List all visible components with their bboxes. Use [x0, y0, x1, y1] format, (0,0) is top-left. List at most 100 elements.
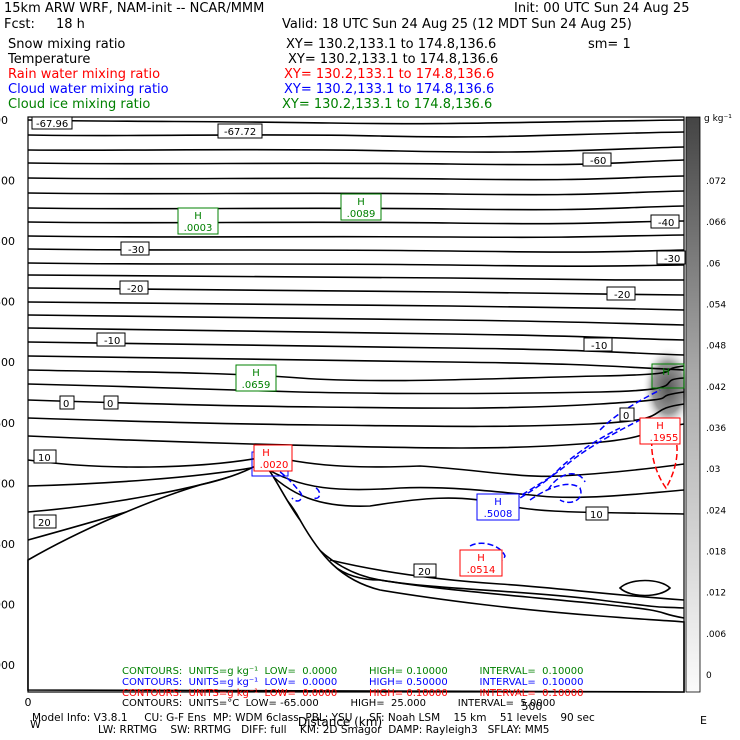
y-tick-label: 300 [0, 235, 15, 248]
colorbar-tick-label: .048 [706, 342, 726, 352]
svg-text:0: 0 [63, 399, 69, 410]
isotherm-label: 0 [59, 395, 75, 410]
isotherm-line [27, 131, 685, 138]
colorbar-tick-label: .054 [706, 301, 726, 311]
svg-text:H: H [262, 448, 270, 459]
isotherm-label: 20 [33, 514, 57, 529]
isotherm-label: -30 [656, 250, 686, 265]
isotherm-labels: -67.96 -67.72 -60 -40 -30 -30 -20 -20 -1… [31, 116, 686, 578]
svg-text:H: H [252, 368, 260, 379]
terrain [27, 461, 685, 693]
isotherm-line [27, 274, 685, 281]
isotherm-line [27, 455, 685, 478]
isotherm-label: 0 [103, 395, 119, 410]
x-tick-500: 500 [522, 700, 543, 713]
isotherm-label: -20 [119, 280, 149, 295]
contour-info-rain: CONTOURS: UNITS=g kg⁻¹ LOW= 0.0000 HIGH=… [122, 688, 584, 699]
field-temperature-name: Temperature [8, 52, 91, 67]
isotherm-label: -30 [120, 241, 150, 256]
svg-text:.0659: .0659 [242, 380, 271, 391]
field-cloudice-name: Cloud ice mixing ratio [8, 97, 151, 112]
high-markers: H.0003 H.0089 H.0659 H H.5008 H.1955 H.0… [177, 193, 685, 577]
field-rain-name: Rain water mixing ratio [8, 67, 161, 82]
valid-time: Valid: 18 UTC Sun 24 Aug 25 (12 MDT Sun … [282, 17, 632, 32]
field-cloudwater-name: Cloud water mixing ratio [8, 82, 169, 97]
svg-text:H: H [194, 211, 202, 222]
svg-text:H: H [662, 367, 670, 378]
isotherm-line [27, 220, 685, 225]
svg-text:H: H [494, 497, 502, 508]
isotherm-line [27, 146, 685, 153]
colorbar-tick-label: .03 [706, 465, 720, 475]
high-marker-cloud-ice: H [651, 363, 685, 389]
isotherm-line [27, 262, 685, 267]
svg-text:10: 10 [38, 453, 51, 464]
y-tick-label: 00 [0, 114, 8, 127]
contour-info-cloud-ice: CONTOURS: UNITS=g kg⁻¹ LOW= 0.0000 HIGH=… [122, 666, 584, 677]
svg-text:-10: -10 [591, 341, 607, 352]
svg-text:20: 20 [38, 518, 51, 529]
contour-info-cloud-water: CONTOURS: UNITS=g kg⁻¹ LOW= 0.0000 HIGH=… [122, 677, 584, 688]
svg-text:.0089: .0089 [347, 209, 376, 220]
isotherm-label: -67.96 [31, 116, 73, 130]
x-tick-0: 0 [25, 696, 32, 709]
isotherm-line [27, 423, 685, 449]
field-temperature-xy: XY= 130.2,133.1 to 174.8,136.6 [288, 52, 499, 67]
cloud-water-contour [547, 473, 586, 491]
model-title: 15km ARW WRF, NAM-init -- NCAR/MMM [4, 1, 265, 16]
isotherm-label: -40 [650, 214, 680, 229]
isotherm-line [27, 365, 685, 382]
isotherm-line [27, 234, 685, 239]
svg-text:H: H [477, 553, 485, 564]
high-marker-cloud-ice: H.0659 [235, 364, 277, 392]
svg-text:20: 20 [418, 567, 431, 578]
svg-text:-10: -10 [104, 336, 120, 347]
y-tick-label: 200 [0, 175, 15, 188]
isotherm-label: -10 [96, 332, 126, 347]
isotherm-line [618, 579, 672, 597]
model-info-line2: LW: RRTMG SW: RRTMG DIFF: full KM: 2D Sm… [98, 724, 550, 736]
high-marker-rain: H.1955 [639, 417, 681, 445]
isotherm-line [27, 175, 685, 181]
cloud-water-contour [313, 487, 321, 500]
y-tick-label: 700 [0, 477, 15, 490]
isotherm-line [27, 327, 685, 341]
isotherm-line [27, 403, 685, 428]
colorbar-tick-label: .042 [706, 383, 726, 393]
y-tick-label: 600 [0, 417, 15, 430]
svg-text:-30: -30 [664, 254, 680, 265]
colorbar-tick-label: .06 [706, 259, 721, 269]
colorbar-tick-label: .018 [706, 548, 726, 558]
isotherm-line [27, 391, 685, 409]
svg-text:.0020: .0020 [260, 460, 289, 471]
colorbar-tick-label: .066 [706, 218, 726, 228]
y-tick-label: 900 [0, 598, 15, 611]
svg-text:-20: -20 [614, 290, 630, 301]
svg-text:0: 0 [107, 399, 113, 410]
y-tick-label: 000 [0, 659, 15, 672]
colorbar-tick-label: .024 [706, 506, 726, 516]
field-cloudwater-xy: XY= 130.2,133.1 to 174.8,136.6 [284, 82, 495, 97]
y-tick-label: 400 [0, 296, 15, 309]
svg-text:-40: -40 [658, 218, 674, 229]
isotherm-line [27, 159, 685, 166]
isotherm-label: -20 [606, 286, 636, 301]
isotherm-label: -60 [582, 152, 612, 167]
svg-text:10: 10 [590, 510, 603, 521]
y-tick-label: 500 [0, 356, 15, 369]
svg-text:-20: -20 [127, 284, 143, 295]
svg-text:0: 0 [623, 411, 629, 422]
high-marker-cloud-water: H.5008 [476, 493, 520, 521]
isotherm-label: -67.72 [217, 123, 263, 139]
cloud-water-contour [499, 419, 641, 511]
isotherm-label: 20 [413, 563, 437, 578]
y-tick-label: 800 [0, 538, 15, 551]
field-snow-xy: XY= 130.2,133.1 to 174.8,136.6 [286, 37, 497, 52]
field-snow-name: Snow mixing ratio [8, 37, 126, 52]
field-snow-smooth: sm= 1 [588, 37, 631, 52]
high-marker-rain: H.0514 [459, 549, 503, 577]
field-rain-xy: XY= 130.2,133.1 to 174.8,136.6 [284, 67, 495, 82]
svg-text:H: H [357, 197, 365, 208]
svg-text:H: H [656, 421, 664, 432]
